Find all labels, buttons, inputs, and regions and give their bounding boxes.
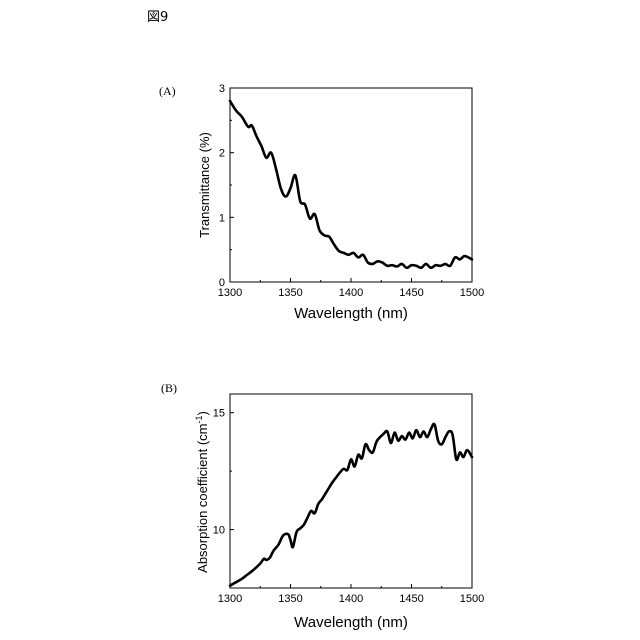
panel-b-xtick-label: 1350 (278, 593, 302, 605)
panel-b-series-line (230, 424, 472, 586)
panel-a-series-line (230, 101, 472, 268)
panel-b-xtick-label: 1300 (218, 593, 242, 605)
panel-b-ylabel-end: ) (195, 411, 210, 415)
panel-b-xtick-label: 1500 (460, 593, 484, 605)
panel-b-ytick-label: 10 (213, 525, 225, 537)
panel-a-ticks: 130013501400145015000123 (218, 83, 484, 299)
figure-canvas: 1300 1350 1400 1450 1500 0 1 2 3 Wavelength (nm)… (0, 0, 640, 640)
panel-a-xlabel: Wavelength (nm) (294, 305, 408, 322)
panel-a-ytick-label: 0 (219, 277, 225, 289)
panel-a-xtick-label: 1500 (460, 287, 484, 299)
panel-b-xtick-label: 1450 (399, 593, 423, 605)
panel-a-ylabel: Transmittance (%) (197, 132, 212, 238)
panel-a-ytick-label: 3 (219, 83, 225, 95)
panel-a-xtick-label: 1450 (399, 287, 423, 299)
panel-b-ticks: 1300 1350 1400 1450 1500 10 15 (213, 408, 484, 605)
panel-b-ytick-label: 15 (213, 408, 225, 420)
panel-b-ylabel-sup: -1 (194, 415, 204, 423)
panel-a-ytick-label: 2 (219, 148, 225, 160)
panel-b-ylabel-main: Absorption coefficient (cm (195, 424, 210, 573)
panel-a-xtick-label: 1400 (339, 287, 363, 299)
panel-b-xlabel: Wavelength (nm) (294, 614, 408, 631)
panel-b-xtick-label: 1400 (339, 593, 363, 605)
panel-a-ytick-label: 1 (219, 212, 225, 224)
panel-b-ylabel: Absorption coefficient (cm-1) (194, 411, 210, 573)
panel-a-xtick-label: 1350 (278, 287, 302, 299)
